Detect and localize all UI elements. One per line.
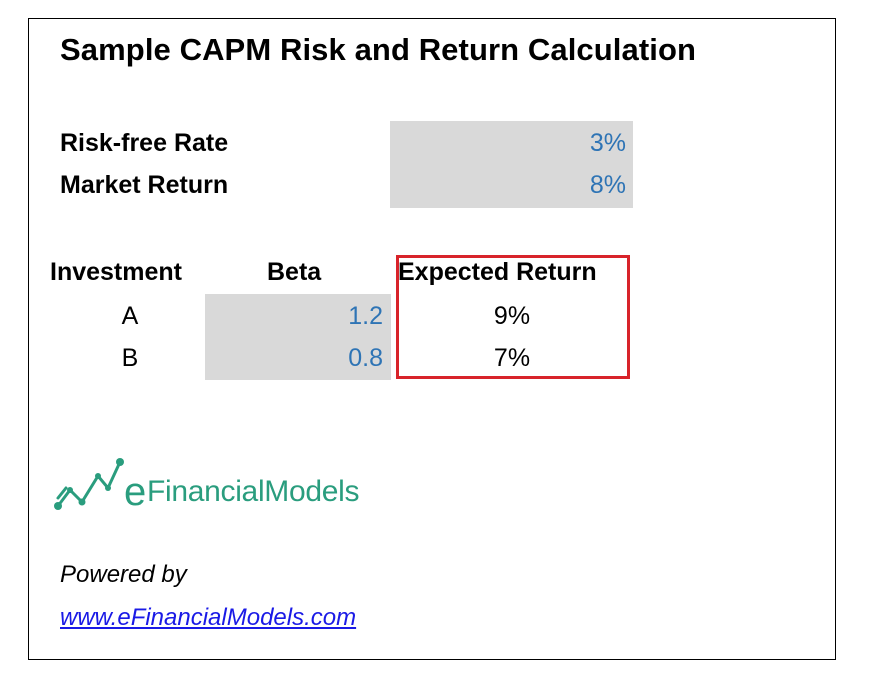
table-row-b-expected-return: 7% (493, 344, 531, 372)
table-row-b-investment: B (121, 344, 139, 372)
logo-name: FinancialModels (146, 475, 360, 508)
logo-wordmark: eFinancialModels (124, 466, 360, 514)
table-row-a-investment: A (121, 302, 139, 330)
input-cells-background (390, 121, 633, 208)
expected-return-highlight (396, 255, 630, 379)
expected-return-header: Expected Return (398, 258, 597, 286)
powered-by-text: Powered by (60, 561, 187, 588)
table-row-b-beta[interactable]: 0.8 (348, 344, 383, 372)
sheet-frame (28, 18, 836, 660)
table-row-a-expected-return: 9% (493, 302, 531, 330)
risk-free-value[interactable]: 3% (589, 129, 626, 157)
beta-input-background (205, 294, 391, 380)
investment-header: Investment (50, 258, 182, 286)
market-return-label: Market Return (60, 171, 229, 199)
website-link[interactable]: www.eFinancialModels.com (60, 604, 357, 631)
table-row-a-beta[interactable]: 1.2 (348, 302, 383, 330)
market-return-value[interactable]: 8% (589, 171, 626, 199)
beta-header: Beta (267, 258, 322, 286)
risk-free-label: Risk-free Rate (60, 129, 229, 157)
logo-prefix: e (124, 470, 146, 514)
page-title: Sample CAPM Risk and Return Calculation (60, 32, 697, 67)
efinancialmodels-logo[interactable] (52, 454, 372, 514)
chart-line-icon (54, 458, 124, 510)
